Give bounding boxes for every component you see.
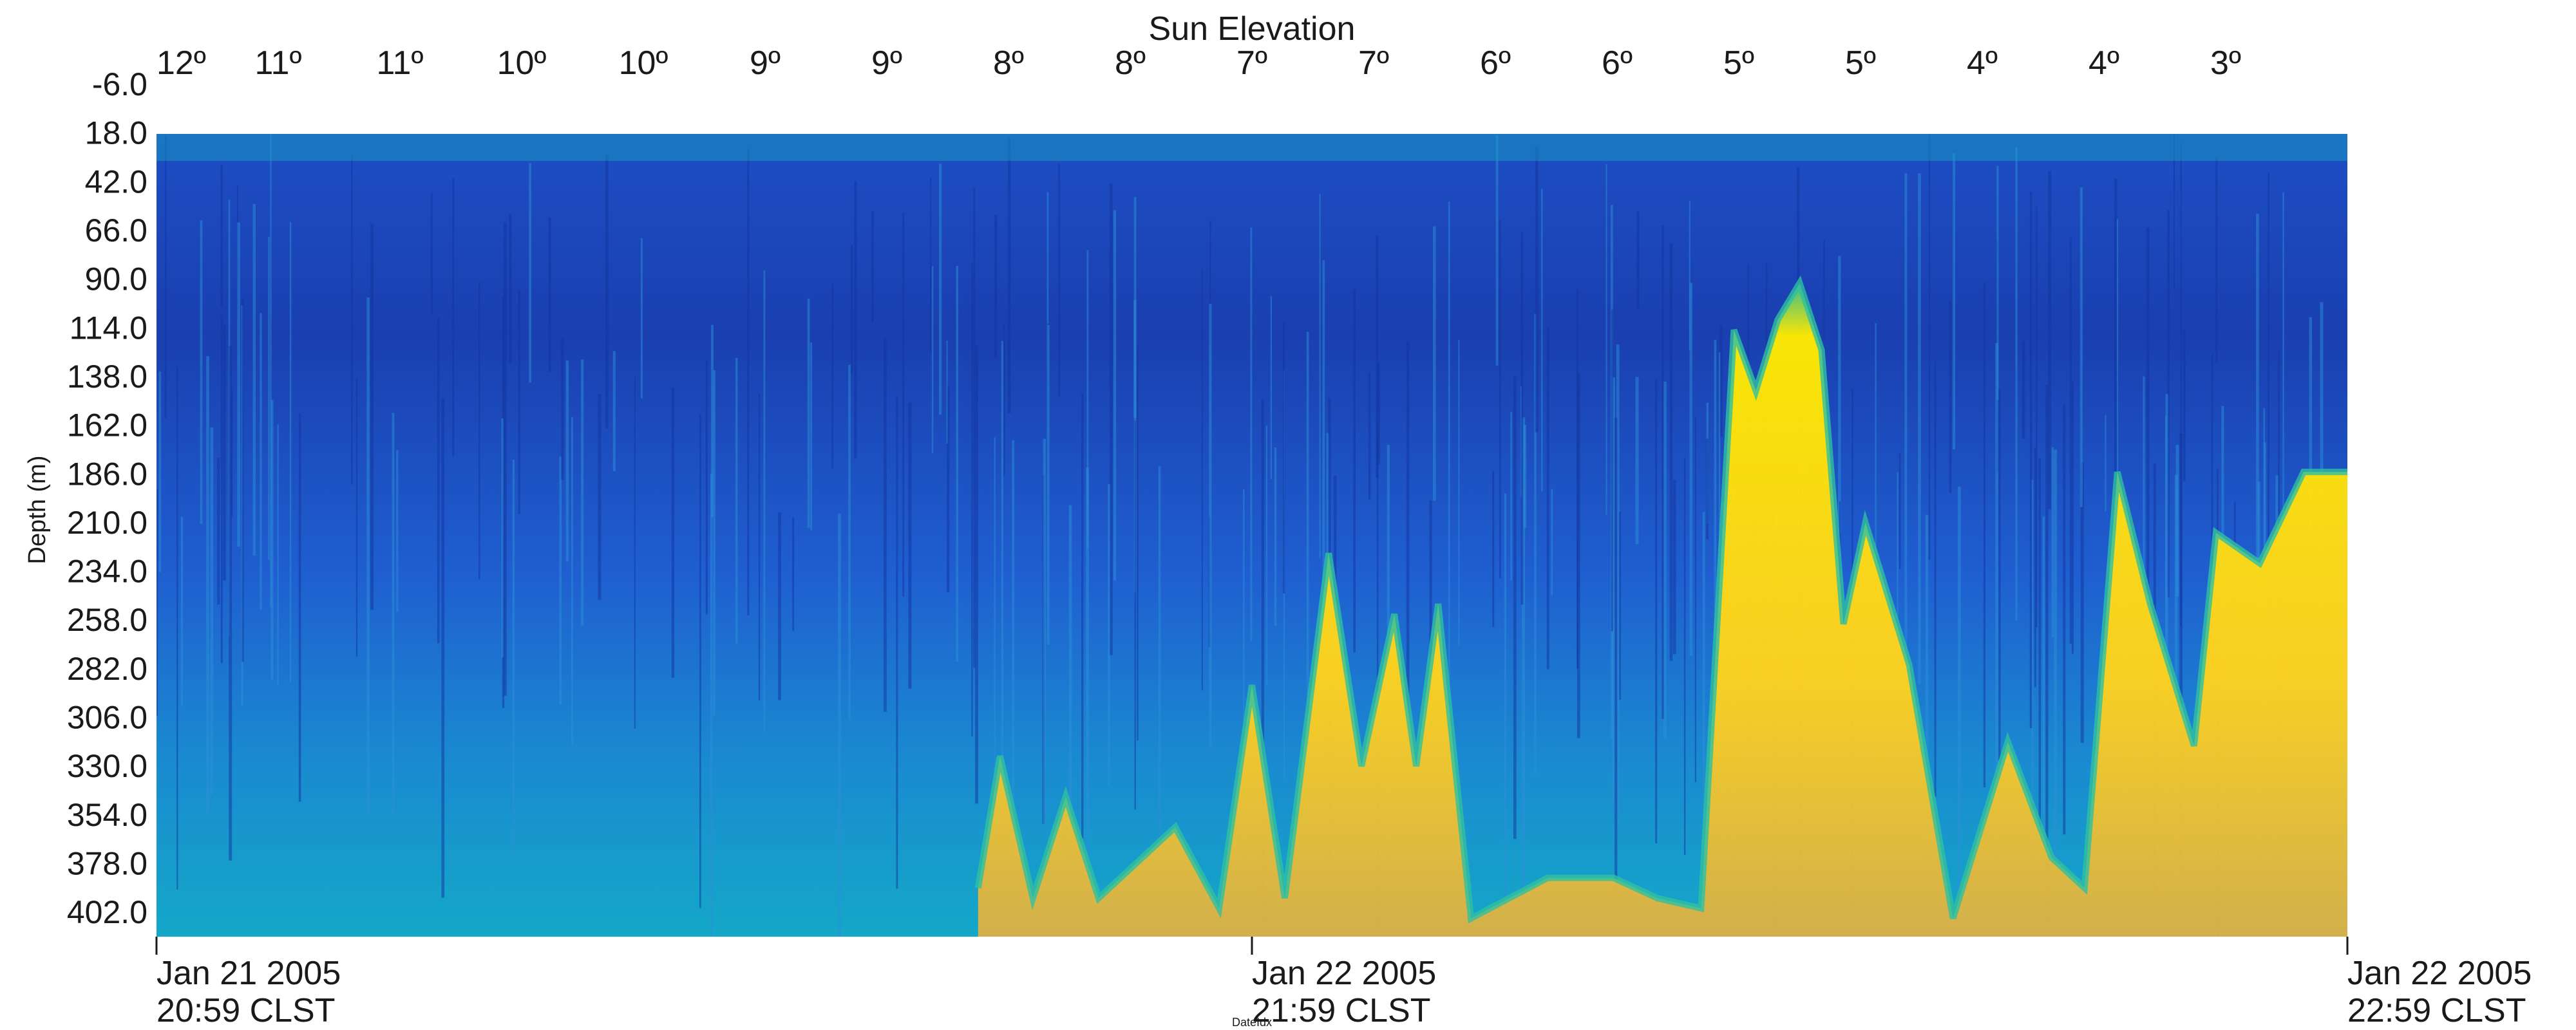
sun-elevation-tick-label: 5º [1845, 44, 1876, 82]
sun-elevation-tick-label: 8º [993, 44, 1024, 82]
sun-elevation-ticks: 12º 11º 11º 10º 10º 9º 9º 8º 8º 7º 7º 6º 6º 5º 5º 4º 4º 3… [156, 44, 2241, 82]
scattering-layer-edge [974, 275, 2347, 924]
plot-area [156, 84, 2347, 937]
depth-tick-label: 138.0 [67, 359, 147, 395]
surface-noise-band [156, 134, 2347, 161]
time-tick-time: 22:59 CLST [2347, 992, 2526, 1029]
sun-elevation-tick-label: 7º [1236, 44, 1267, 82]
depth-tick-label: 66.0 [85, 212, 147, 248]
scattering-layer [978, 283, 2347, 937]
sun-elevation-tick-label: 7º [1358, 44, 1389, 82]
sun-elevation-tick-label: 11º [255, 44, 302, 82]
depth-tick-label: 234.0 [67, 554, 147, 590]
near-surface-gray-band [156, 84, 2347, 133]
depth-tick-label: 42.0 [85, 164, 147, 200]
sun-elevation-tick-label: 12º [156, 44, 206, 82]
time-tick-date: Jan 21 2005 [156, 955, 341, 992]
depth-tick-label: 378.0 [67, 846, 147, 882]
sun-elevation-tick-label: 4º [1967, 44, 1998, 82]
depth-axis-label: Depth (m) [24, 456, 51, 565]
depth-tick-label: 210.0 [67, 505, 147, 541]
sun-elevation-tick-label: 10º [619, 44, 668, 82]
sun-elevation-tick-label: 5º [1723, 44, 1754, 82]
depth-tick-label: 354.0 [67, 797, 147, 833]
sun-elevation-tick-label: 9º [871, 44, 902, 82]
depth-tick-label: 402.0 [67, 894, 147, 930]
time-tick-time: 20:59 CLST [156, 992, 336, 1029]
sun-elevation-tick-label: 3º [2210, 44, 2241, 82]
sun-elevation-tick-label: 4º [2088, 44, 2119, 82]
depth-tick-label: 114.0 [70, 310, 147, 346]
time-tick-time: 21:59 CLST [1252, 992, 1431, 1029]
sun-elevation-tick-label: 11º [377, 44, 424, 82]
sun-elevation-tick-label: 6º [1480, 44, 1511, 82]
depth-tick-label: 18.0 [85, 115, 147, 151]
depth-tick-label: 186.0 [67, 456, 147, 492]
sun-elevation-tick-label: 9º [750, 44, 781, 82]
time-tick-date: Jan 22 2005 [1252, 955, 1436, 992]
sun-elevation-tick-label: 10º [497, 44, 547, 82]
sun-elevation-tick-label: 8º [1115, 44, 1146, 82]
sun-elevation-tick-label: 6º [1602, 44, 1633, 82]
depth-tick-label: 258.0 [67, 602, 147, 638]
depth-tick-label: 90.0 [85, 261, 147, 297]
time-axis-label: DateIdx [1232, 1016, 1272, 1029]
sun-elevation-title: Sun Elevation [1149, 10, 1356, 48]
depth-axis-ticks: -6.0 18.0 42.0 66.0 90.0 114.0 138.0 162.0 186.0… [67, 66, 147, 930]
depth-tick-label: 282.0 [67, 651, 147, 687]
depth-tick-label: 306.0 [67, 700, 147, 736]
depth-tick-label: -6.0 [92, 66, 147, 102]
time-tick-date: Jan 22 2005 [2347, 955, 2532, 992]
depth-tick-label: 330.0 [67, 748, 147, 784]
depth-tick-label: 162.0 [67, 407, 147, 444]
